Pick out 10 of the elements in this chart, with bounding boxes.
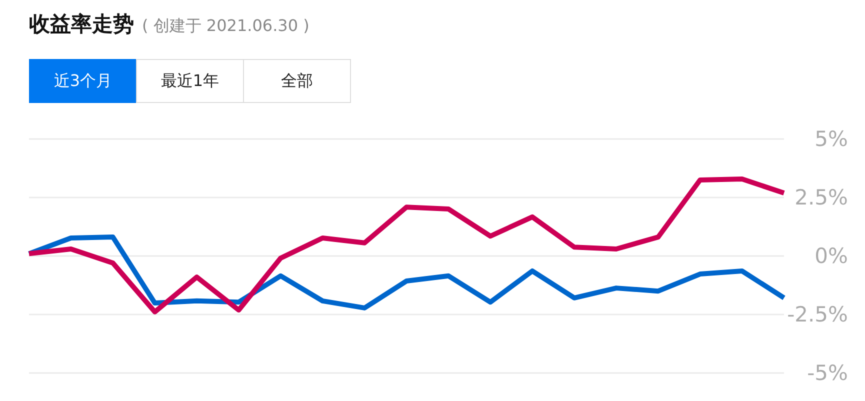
y-tick-label: 5%: [814, 127, 848, 151]
text: 最近1年: [136, 59, 244, 103]
y-tick-label: -2.5%: [787, 302, 848, 326]
chart-subtitle: ( 创建于 2021.06.30 ): [142, 16, 310, 35]
text: 近3个月: [29, 59, 137, 103]
y-tick-label: 0%: [814, 244, 848, 268]
chart-title: 收益率走势: [29, 12, 134, 36]
text: 全部: [243, 59, 351, 103]
y-tick-label: 2.5%: [794, 186, 848, 210]
y-tick-label: -5%: [807, 361, 848, 385]
